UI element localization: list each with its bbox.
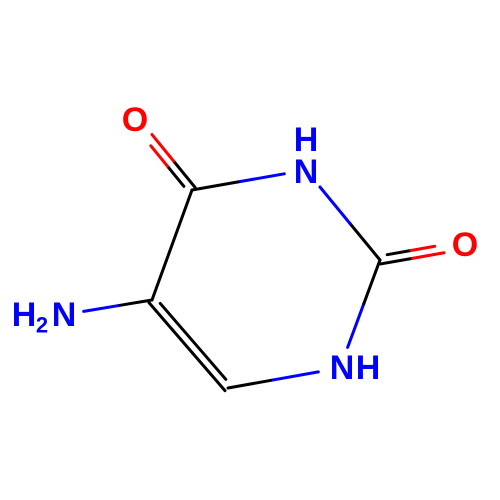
molecule-diagram: NHHNOOH2N	[0, 0, 500, 500]
svg-text:H: H	[356, 349, 381, 387]
svg-text:N: N	[52, 296, 77, 334]
svg-text:O: O	[452, 226, 478, 264]
svg-text:O: O	[122, 101, 148, 139]
svg-text:N: N	[330, 349, 355, 387]
svg-text:2: 2	[36, 313, 48, 338]
svg-text:N: N	[294, 153, 319, 191]
svg-text:H: H	[12, 296, 37, 334]
